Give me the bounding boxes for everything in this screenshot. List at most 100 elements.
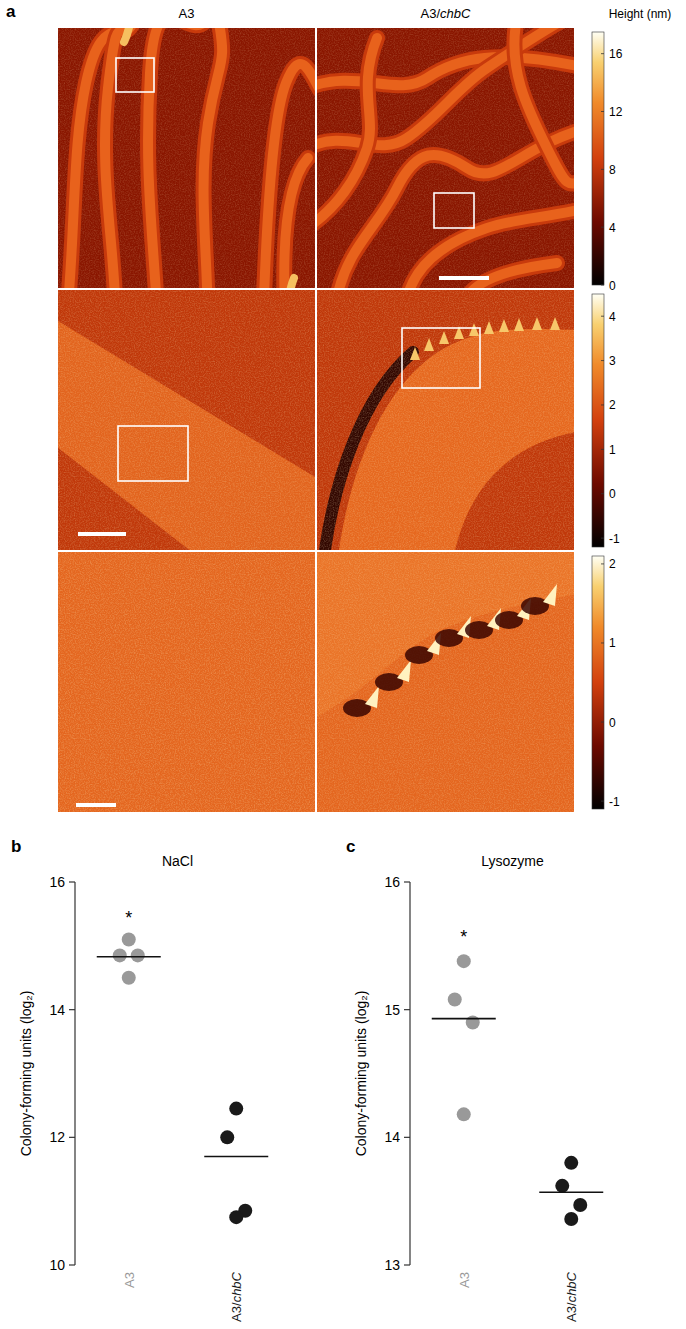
colorbar-tick <box>601 169 604 170</box>
colorbar-tick <box>601 722 604 723</box>
y-tick <box>69 1009 75 1010</box>
panel-label: c <box>346 837 355 856</box>
afm-feature <box>410 347 420 360</box>
data-point <box>229 1102 243 1116</box>
y-tick <box>69 881 75 882</box>
significance-mark: * <box>125 908 132 928</box>
data-point <box>573 1198 587 1212</box>
data-point <box>457 954 471 968</box>
y-tick <box>404 1009 410 1010</box>
y-axis-label: Colony-forming units (log₂) <box>353 991 369 1157</box>
afm-feature <box>514 28 574 184</box>
afm-feature <box>124 28 130 42</box>
afm-feature <box>550 317 560 330</box>
y-tick-label: 14 <box>49 1002 65 1018</box>
afm-texture <box>58 290 315 550</box>
afm-feature <box>467 263 557 288</box>
data-point <box>564 1156 578 1170</box>
colorbar-tick-label: 12 <box>609 105 623 119</box>
colorbar-tick <box>601 316 604 317</box>
afm-feature <box>543 584 557 606</box>
colorbar-tick <box>601 53 604 54</box>
afm-image <box>58 552 315 812</box>
zoom-box <box>434 193 474 228</box>
panel-label: b <box>11 837 21 856</box>
colorbar-tick-label: 2 <box>609 557 616 571</box>
afm-image <box>317 28 574 288</box>
y-tick-label: 12 <box>49 1129 65 1145</box>
afm-feature <box>499 319 509 332</box>
afm-feature <box>514 318 524 331</box>
afm-feature <box>407 208 574 288</box>
colorbar-tick <box>601 538 604 539</box>
afm-feature <box>263 64 315 288</box>
afm-feature <box>284 158 308 288</box>
zoom-box <box>402 328 480 388</box>
colorbar-title: Height (nm) <box>609 7 672 21</box>
data-point <box>229 1210 243 1224</box>
category-label: A3/chbC <box>564 1271 579 1321</box>
colorbar-tick <box>601 563 604 564</box>
zoom-box <box>118 426 188 481</box>
y-tick <box>404 1137 410 1138</box>
data-point <box>122 971 136 985</box>
colorbar <box>592 32 604 285</box>
colorbar-tick-label: -1 <box>609 532 620 546</box>
y-tick-label: 15 <box>384 1002 400 1018</box>
y-tick <box>69 1137 75 1138</box>
afm-feature <box>317 57 574 88</box>
afm-texture <box>317 552 574 812</box>
colorbar-tick <box>601 360 604 361</box>
afm-feature <box>407 208 574 288</box>
afm-background <box>58 290 315 550</box>
afm-feature <box>317 38 377 228</box>
afm-feature <box>467 263 557 288</box>
mean-line <box>97 956 161 958</box>
colorbar-tick-label: -1 <box>609 795 620 809</box>
afm-feature <box>469 323 479 336</box>
data-point <box>122 932 136 946</box>
colorbar-tick <box>601 449 604 450</box>
afm-feature <box>424 338 434 351</box>
y-tick-label: 16 <box>384 874 400 890</box>
afm-texture <box>58 552 315 812</box>
colorbar-tick-label: 8 <box>609 163 616 177</box>
figure: aA3A3/chbC0481216-101234-1012Height (nm)… <box>0 0 686 1329</box>
afm-image <box>317 552 574 812</box>
afm-feature <box>397 660 411 682</box>
data-point <box>220 1130 234 1144</box>
colorbar-tick <box>601 493 604 494</box>
afm-feature <box>284 158 308 288</box>
colorbar-tick <box>601 801 604 802</box>
afm-feature <box>439 331 449 344</box>
data-point <box>448 992 462 1006</box>
zoom-box <box>116 58 154 92</box>
afm-feature <box>317 57 574 88</box>
colorbar-tick <box>601 285 604 286</box>
afm-feature <box>514 28 574 184</box>
chart-title: NaCl <box>162 853 193 869</box>
afm-feature <box>105 28 133 288</box>
afm-image <box>317 290 574 550</box>
afm-feature <box>105 28 133 288</box>
chart-title: Lysozyme <box>481 853 544 869</box>
afm-image <box>58 290 315 550</box>
colorbar-tick-label: 0 <box>609 279 616 293</box>
y-tick <box>404 1264 410 1265</box>
y-tick-label: 14 <box>384 1129 400 1145</box>
scale-bar <box>76 803 116 807</box>
colorbar-tick <box>601 404 604 405</box>
afm-feature <box>484 321 494 334</box>
colorbar-tick-label: 1 <box>609 636 616 650</box>
y-tick-label: 16 <box>49 874 65 890</box>
y-axis <box>409 882 410 1265</box>
afm-feature <box>365 686 379 708</box>
colorbar-tick-label: 16 <box>609 47 623 61</box>
y-tick-label: 13 <box>384 1257 400 1273</box>
afm-background <box>58 552 315 812</box>
colorbar-tick-label: 4 <box>609 221 616 235</box>
significance-mark: * <box>460 927 467 947</box>
category-label: A3/chbC <box>229 1271 244 1321</box>
afm-texture <box>317 290 574 550</box>
plot-area <box>97 932 269 1224</box>
